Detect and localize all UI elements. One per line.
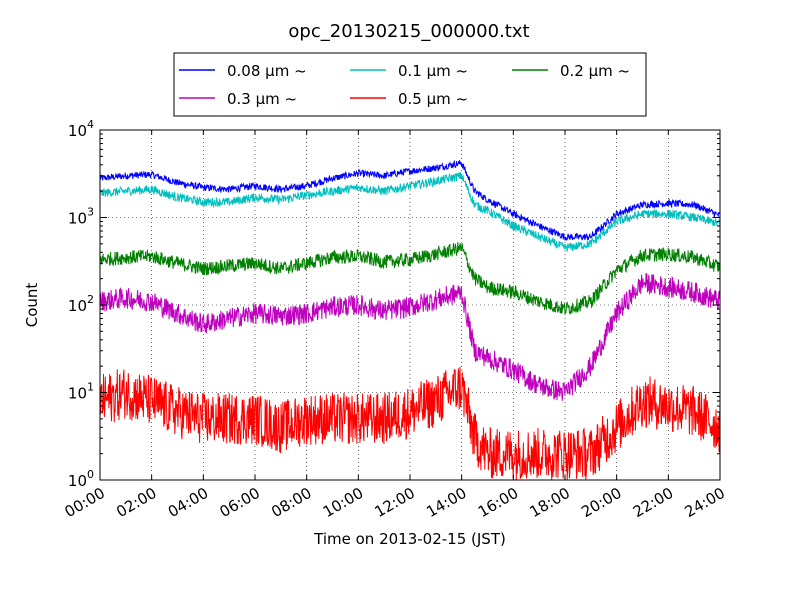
series-line [99,366,721,480]
x-axis-title: Time on 2013-02-15 (JST) [313,530,506,548]
x-tick-label: 14:00 [423,484,469,521]
legend-label: 0.2 μm ~ [560,62,630,80]
legend-label: 0.1 μm ~ [398,62,468,80]
series-line [99,273,721,401]
y-tick-label: 104 [68,118,94,140]
x-tick-label: 10:00 [320,484,366,521]
x-tick-label: 20:00 [578,484,624,521]
legend-entries: 0.08 μm ~ 0.1 μm ~ 0.2 μm ~ 0.3 μm ~ 0.5 μm … [179,62,630,108]
x-tick-label: 04:00 [165,484,211,521]
x-tick-label: 18:00 [527,484,573,521]
chart-title: opc_20130215_000000.txt [288,21,529,42]
y-tick-label: 100 [68,468,94,490]
x-tick-label: 22:00 [630,484,676,521]
series-line [99,171,721,252]
y-tick-labels: 100 101 102 103 104 [68,118,94,490]
x-tick-label: 02:00 [113,484,159,521]
y-tick-label: 102 [68,293,94,315]
ticks [99,129,721,481]
legend-box [173,52,647,117]
legend-label: 0.3 μm ~ [227,90,297,108]
y-tick-label: 101 [68,381,94,403]
x-tick-label: 24:00 [682,484,728,521]
y-axis-title: Count [23,283,41,328]
y-tick-label: 103 [68,206,94,228]
legend-label: 0.5 μm ~ [398,90,468,108]
x-tick-label: 08:00 [268,484,314,521]
x-tick-label: 06:00 [217,484,263,521]
series-layer [99,159,721,480]
legend-label: 0.08 μm ~ [227,62,307,80]
x-tick-labels: 00:00 02:00 04:00 06:00 08:00 10:00 12:00 14:00… [62,484,728,521]
x-tick-label: 16:00 [475,484,521,521]
x-tick-label: 12:00 [372,484,418,521]
series-line [99,159,721,242]
legend: 0.08 μm ~ 0.1 μm ~ 0.2 μm ~ 0.3 μm ~ 0.5 μm … [173,52,647,117]
series-line [99,242,721,316]
